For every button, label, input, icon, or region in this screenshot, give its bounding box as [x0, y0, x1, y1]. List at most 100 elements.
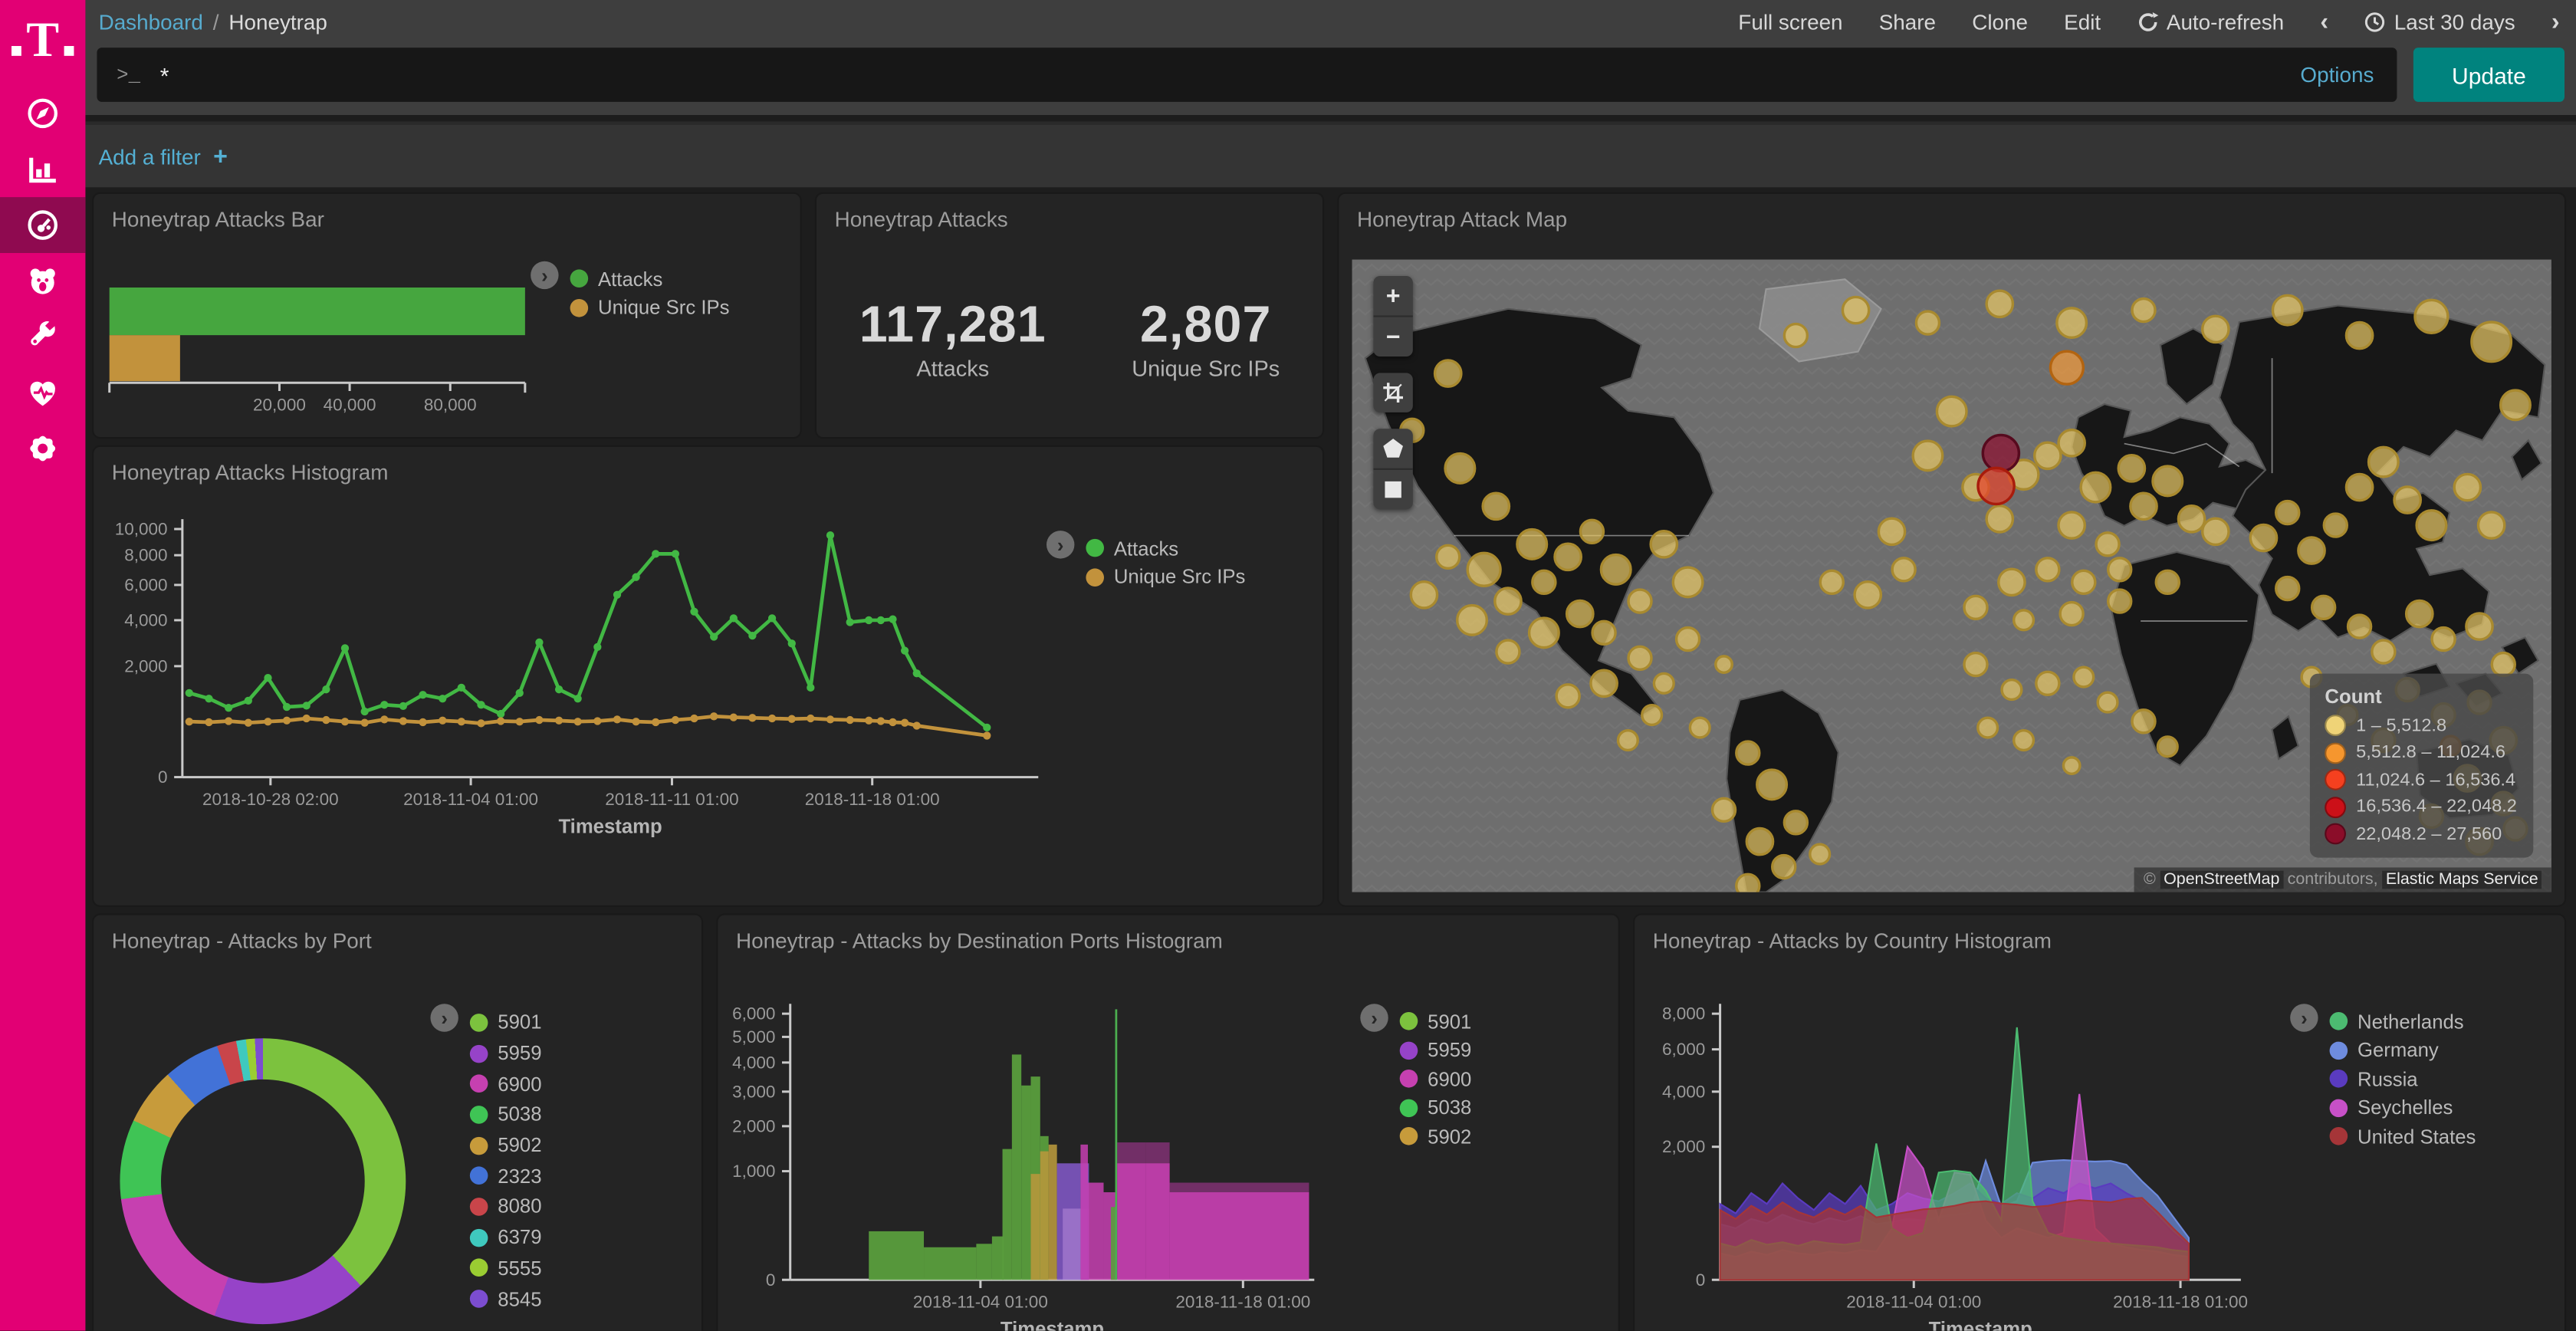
map-bubble[interactable]	[1735, 873, 1761, 892]
map-bubble[interactable]	[1997, 567, 2026, 597]
sidebar-item-wrench[interactable]	[0, 309, 85, 365]
port-5901[interactable]: 5901	[469, 1007, 542, 1038]
port-5902[interactable]: 5902	[1399, 1122, 1471, 1152]
map-bubble[interactable]	[2057, 511, 2086, 540]
series-unique-src-ips[interactable]: Unique Src IPs	[1086, 563, 1245, 592]
map-bubble[interactable]	[2057, 428, 2086, 458]
map-bubble[interactable]	[1652, 672, 1675, 695]
map-bubble[interactable]	[1627, 645, 1653, 672]
port-5902[interactable]: 5902	[469, 1130, 542, 1161]
map-bubble[interactable]	[1981, 433, 2021, 473]
sidebar-item-bar-chart[interactable]	[0, 141, 85, 197]
country-united-states[interactable]: United States	[2329, 1122, 2476, 1152]
world-map[interactable]: + − Count	[1352, 259, 2551, 892]
port-8545[interactable]: 8545	[469, 1283, 542, 1314]
query-options-link[interactable]: Options	[2300, 62, 2374, 87]
map-bubble[interactable]	[2154, 569, 2180, 596]
elastic-maps-link[interactable]: Elastic Maps Service	[2382, 871, 2542, 889]
map-bubble[interactable]	[2151, 465, 2184, 498]
series-attacks[interactable]: Attacks	[570, 265, 730, 294]
map-bubble[interactable]	[1466, 551, 1502, 587]
map-bubble[interactable]	[1783, 322, 1809, 349]
port-6379[interactable]: 6379	[469, 1222, 542, 1253]
map-bubble[interactable]	[1963, 594, 1989, 621]
map-bubble[interactable]	[1649, 529, 1679, 559]
map-bubble[interactable]	[2000, 678, 2023, 702]
map-bubble[interactable]	[1853, 580, 1883, 610]
map-bubble[interactable]	[1481, 491, 1511, 521]
map-bubble[interactable]	[2344, 320, 2374, 350]
map-bubble[interactable]	[2035, 670, 2061, 697]
map-bubble[interactable]	[2430, 626, 2456, 652]
port-5959[interactable]: 5959	[469, 1038, 542, 1069]
rectangle-select-icon[interactable]	[1373, 468, 1413, 510]
map-bubble[interactable]	[1735, 740, 1761, 766]
port-5038[interactable]: 5038	[469, 1099, 542, 1130]
map-bubble[interactable]	[2106, 588, 2133, 614]
map-bubble[interactable]	[1409, 580, 1439, 610]
map-bubble[interactable]	[2310, 594, 2337, 621]
openstreetmap-link[interactable]: OpenStreetMap	[2160, 871, 2283, 889]
map-bubble[interactable]	[1674, 626, 1701, 652]
map-bubble[interactable]	[2200, 517, 2230, 547]
map-bubble[interactable]	[1985, 504, 2015, 534]
clone-button[interactable]: Clone	[1972, 9, 2028, 35]
port-6900[interactable]: 6900	[1399, 1065, 1471, 1094]
share-button[interactable]: Share	[1878, 9, 1937, 35]
map-bubble[interactable]	[2470, 320, 2513, 363]
port-6900[interactable]: 6900	[469, 1069, 542, 1099]
map-bubble[interactable]	[2499, 389, 2532, 422]
map-bubble[interactable]	[1433, 359, 1463, 388]
legend-toggle-icon[interactable]: ›	[531, 261, 559, 290]
map-bubble[interactable]	[2271, 294, 2304, 327]
map-bubble[interactable]	[1579, 518, 1605, 545]
map-bubble[interactable]	[2131, 708, 2157, 735]
zoom-in-button[interactable]: +	[1385, 281, 1401, 310]
country-germany[interactable]: Germany	[2329, 1036, 2476, 1065]
map-bubble[interactable]	[1555, 683, 1581, 709]
map-bubble[interactable]	[1963, 651, 1989, 678]
map-bubble[interactable]	[1914, 310, 1941, 336]
full-screen-button[interactable]: Full screen	[1738, 9, 1843, 35]
map-bubble[interactable]	[1553, 542, 1582, 572]
map-bubble[interactable]	[1935, 395, 1968, 428]
map-bubble[interactable]	[1976, 716, 1999, 739]
series-attacks[interactable]: Attacks	[1086, 534, 1245, 563]
map-bubble[interactable]	[2274, 499, 2301, 526]
map-bubble[interactable]	[1455, 603, 1488, 636]
sidebar-item-compass[interactable]	[0, 85, 85, 141]
map-bubble[interactable]	[2415, 509, 2448, 542]
port-5901[interactable]: 5901	[1399, 1007, 1471, 1037]
t-mobile-logo[interactable]: T	[0, 0, 85, 85]
map-bubble[interactable]	[1589, 669, 1618, 698]
country-russia[interactable]: Russia	[2329, 1065, 2476, 1094]
map-bubble[interactable]	[2117, 453, 2147, 483]
map-bubble[interactable]	[2413, 298, 2450, 334]
port-2323[interactable]: 2323	[469, 1161, 542, 1191]
map-bubble[interactable]	[1616, 728, 1639, 752]
sidebar-item-bear[interactable]	[0, 253, 85, 309]
map-bubble[interactable]	[1911, 439, 1944, 472]
map-bubble[interactable]	[1527, 616, 1560, 649]
sidebar-item-heartbeat[interactable]	[0, 365, 85, 421]
map-bubble[interactable]	[1641, 703, 1664, 727]
map-bubble[interactable]	[2012, 609, 2036, 632]
country-seychelles[interactable]: Seychelles	[2329, 1093, 2476, 1122]
map-bubble[interactable]	[2200, 314, 2230, 344]
update-button[interactable]: Update	[2413, 48, 2564, 102]
map-bubble[interactable]	[2055, 307, 2088, 340]
edit-button[interactable]: Edit	[2064, 9, 2101, 35]
query-input[interactable]	[156, 60, 2301, 90]
map-bubble[interactable]	[1444, 452, 1477, 485]
map-bubble[interactable]	[2035, 557, 2061, 583]
map-bubble[interactable]	[1688, 716, 1711, 739]
map-bubble[interactable]	[2072, 666, 2095, 689]
legend-toggle-icon[interactable]: ›	[2290, 1004, 2318, 1032]
port-5555[interactable]: 5555	[469, 1253, 542, 1283]
map-bubble[interactable]	[2367, 445, 2400, 478]
map-bubble[interactable]	[2156, 735, 2179, 758]
map-bubble[interactable]	[1841, 295, 1871, 325]
map-bubble[interactable]	[2058, 600, 2085, 627]
series-unique-src-ips[interactable]: Unique Src IPs	[570, 294, 730, 323]
map-bubble[interactable]	[2346, 613, 2373, 639]
